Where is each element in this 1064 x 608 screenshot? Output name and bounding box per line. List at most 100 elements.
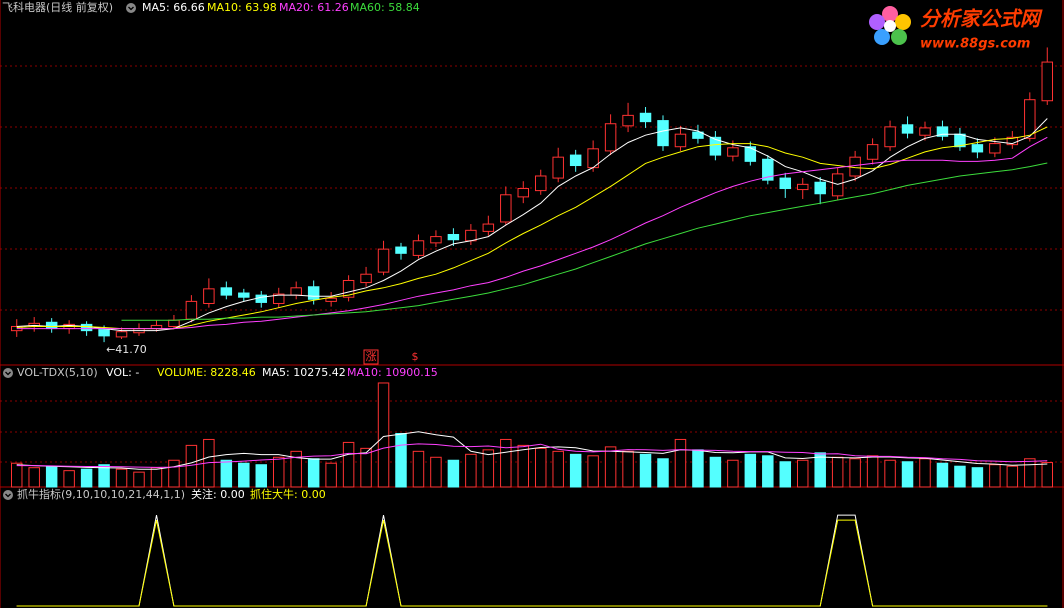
candle-body: [430, 236, 442, 244]
legend-entry: MA5: 10275.42: [262, 366, 346, 379]
volume-bar: [45, 465, 58, 488]
candle-body: [500, 194, 512, 223]
volume-bar: [971, 467, 984, 488]
series-line: [16, 431, 1048, 470]
legend-entry: 抓住大牛: 0.00: [250, 487, 326, 501]
candle-body: [919, 127, 931, 136]
candle-body: [796, 183, 809, 191]
candle-body: [814, 181, 826, 195]
candle-body: [307, 286, 320, 300]
candle-body: [727, 147, 739, 157]
volume-bar: [692, 449, 704, 488]
candle-body: [325, 297, 337, 302]
legend-entry: MA60: 58.84: [350, 1, 420, 14]
volume-bar: [220, 459, 233, 488]
series-line: [16, 126, 1048, 330]
volume-bar: [10, 462, 23, 488]
candle-body: [831, 173, 844, 197]
panel-subtitle: VOL: -: [106, 366, 139, 379]
candle-body: [377, 248, 390, 273]
candle-body: [80, 323, 93, 332]
candle-body: [412, 240, 425, 256]
volume-bar: [884, 459, 896, 488]
watermark-title: 分析家公式网: [920, 7, 1043, 31]
volume-bar: [622, 450, 634, 488]
volume-bar: [447, 459, 460, 488]
candle-body: [989, 143, 1001, 154]
candle-body: [884, 126, 896, 148]
volume-bar: [500, 438, 512, 488]
volume-bar: [430, 456, 442, 488]
candle-body: [342, 279, 355, 298]
candle-body: [692, 131, 704, 139]
candle-body: [238, 292, 250, 298]
legend-entry: VOLUME: 8228.46: [157, 366, 256, 379]
series-line: [16, 118, 1048, 332]
volume-bar: [482, 449, 495, 488]
signal-box: [363, 349, 379, 365]
candle-body: [482, 223, 495, 232]
volume-bar: [28, 467, 40, 488]
candle-body: [517, 188, 530, 198]
volume-bar: [709, 456, 722, 488]
volume-bar: [325, 462, 337, 488]
candle-body: [360, 273, 372, 284]
legend-entry: MA5: 66.66: [142, 1, 205, 14]
volume-bar: [866, 455, 879, 488]
volume-bar: [587, 455, 599, 488]
panel-title: 飞科电器(日线 前复权): [2, 0, 113, 14]
series-line: [16, 443, 1048, 468]
candle-body: [185, 300, 198, 320]
candle-body: [674, 133, 687, 148]
legend-entry: MA20: 61.26: [279, 1, 349, 14]
panel-title: VOL-TDX(5,10): [17, 366, 98, 379]
candle-body: [849, 156, 861, 177]
volume-bar: [1006, 465, 1019, 488]
volume-bar: [290, 450, 302, 488]
signal: $: [412, 350, 419, 363]
volume-bar: [168, 459, 180, 488]
volume-bar: [255, 464, 268, 488]
menu-icon[interactable]: [126, 3, 136, 13]
volume-bar: [238, 462, 250, 488]
candle-body: [901, 124, 914, 134]
series-line: [121, 162, 1048, 321]
volume-bar: [360, 447, 372, 488]
volume-bar: [552, 450, 564, 488]
candle-body: [657, 120, 669, 147]
candle-body: [744, 146, 757, 162]
candle-body: [168, 319, 180, 327]
volume-bar: [762, 455, 774, 488]
candle-body: [866, 144, 879, 160]
volume-bar: [1041, 462, 1054, 488]
low-annotation: ←41.70: [106, 343, 147, 356]
volume-bar: [133, 471, 145, 488]
volume-bar: [919, 458, 931, 488]
volume-bar: [657, 458, 669, 488]
candle-body: [709, 136, 722, 156]
volume-bar: [604, 446, 617, 488]
candle-body: [272, 293, 285, 304]
menu-icon[interactable]: [3, 490, 13, 500]
menu-icon[interactable]: [3, 368, 13, 378]
volume-bar: [796, 459, 809, 488]
candle-body: [203, 288, 215, 304]
candle-body: [395, 246, 407, 254]
volume-bar: [307, 458, 320, 488]
volume-bar: [465, 453, 477, 488]
volume-bar: [744, 453, 757, 488]
volume-bar: [517, 444, 530, 488]
legend-entry: MA10: 63.98: [207, 1, 277, 14]
candle-body: [1024, 99, 1036, 139]
candle-body: [1041, 61, 1054, 102]
candle-body: [936, 126, 949, 137]
panel-title: 抓牛指标(9,10,10,10,21,44,1,1): [17, 487, 185, 501]
legend-entry: 关注: 0.00: [191, 487, 245, 501]
candle-body: [569, 154, 582, 167]
candle-body: [779, 177, 792, 190]
volume-bar: [954, 465, 966, 488]
volume-bar: [63, 470, 75, 488]
